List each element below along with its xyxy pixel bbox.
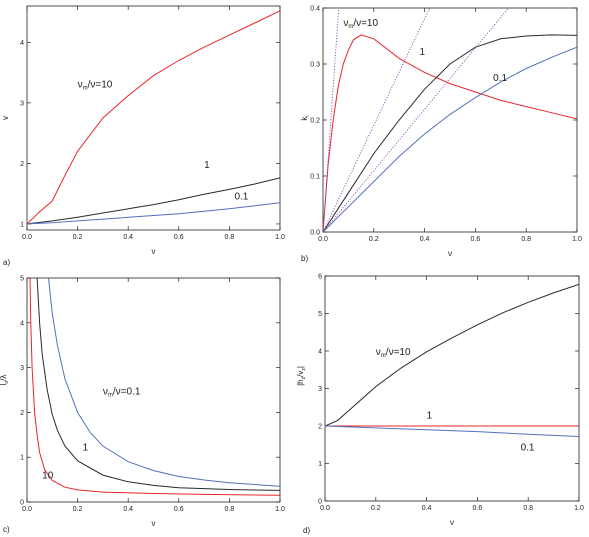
plot-frame — [26, 277, 281, 503]
y-tick-label: 3 — [20, 365, 24, 372]
panel-label: b) — [301, 254, 308, 263]
y-tick-label: 4 — [20, 40, 24, 47]
x-tick-label: 0.0 — [320, 505, 330, 512]
x-axis-label: ν — [152, 519, 156, 528]
panel-b: 0.0 0.2 0.4 0.6 0.8 1.0 0.0 0.1 0.2 0.3 0.4 ν ki b) νm… — [300, 6, 582, 264]
panel-c: 0.0 0.2 0.4 0.6 0.8 1.0 0 1 2 3 4 5 ν lo/λ c) νm/ν=0.1 1… — [0, 276, 285, 535]
y-tick-label: 3 — [318, 386, 322, 393]
x-tick-label: 1.0 — [275, 506, 285, 513]
curve-label: 10 — [42, 470, 54, 481]
y-tick-label: 4 — [20, 320, 24, 327]
curve-label: 1 — [427, 411, 433, 422]
y-axis-label: |hz/vz| — [296, 366, 307, 386]
panel-label: a) — [3, 258, 10, 267]
x-axis-label: ν — [448, 249, 452, 258]
curve-label: 0.1 — [521, 442, 535, 453]
y-tick-label: 5 — [318, 311, 322, 318]
panel-label: c) — [3, 525, 10, 534]
curve-label: 1 — [204, 160, 210, 171]
y-tick-label: 2 — [318, 424, 322, 431]
x-tick-label: 1.0 — [574, 505, 584, 512]
x-tick-label: 0.8 — [523, 505, 533, 512]
x-tick-label: 0.6 — [471, 236, 481, 243]
x-tick-label: 0.2 — [73, 506, 83, 513]
x-tick-label: 0.2 — [371, 505, 381, 512]
x-tick-label: 1.0 — [275, 234, 285, 241]
y-tick-label: 0 — [20, 500, 24, 507]
y-tick-label: 0.4 — [310, 6, 320, 13]
series-line-black — [36, 278, 280, 491]
y-tick-label: 2 — [20, 410, 24, 417]
asymptote-line-purple — [323, 8, 509, 232]
series-line-blue — [48, 278, 280, 487]
panel-d: 0.0 0.2 0.4 0.6 0.8 1.0 0 1 2 3 4 5 6 ν |hz/vz| d) νm/ν=… — [296, 274, 584, 536]
y-tick-label: 0.3 — [310, 62, 320, 69]
y-tick-label: 0.1 — [310, 174, 320, 181]
curve-label: νm/ν=10 — [376, 347, 411, 359]
series-line-black — [325, 283, 579, 427]
series-line-red — [323, 34, 577, 232]
x-tick-label: 0.0 — [22, 506, 32, 513]
x-tick-label: 0.8 — [521, 236, 531, 243]
y-tick-label: 5 — [20, 276, 24, 283]
y-tick-label: 4 — [318, 349, 322, 356]
x-axis-label: ν — [450, 518, 454, 527]
x-tick-label: 0.6 — [473, 505, 483, 512]
plot-frame — [324, 275, 580, 502]
curve-label: 1 — [83, 442, 89, 453]
curve-label: 1 — [420, 47, 426, 58]
x-tick-label: 0.2 — [369, 236, 379, 243]
panel-a: 0.0 0.2 0.4 0.6 0.8 1.0 1 2 3 4 ν v a) νm/ν=10 1 0.1 — [1, 5, 285, 267]
curve-label: 0.1 — [234, 192, 248, 203]
y-tick-label: 0.2 — [310, 118, 320, 125]
y-tick-label: 0.0 — [310, 230, 320, 237]
y-axis-label: ki — [300, 115, 311, 120]
series-line-red — [27, 10, 280, 225]
x-tick-label: 0.4 — [420, 236, 430, 243]
x-tick-label: 0.4 — [123, 234, 133, 241]
plot-frame — [26, 5, 281, 231]
x-tick-label: 0.2 — [73, 234, 83, 241]
y-tick-label: 0 — [318, 499, 322, 506]
series-line-blue — [27, 202, 280, 225]
x-axis-label: ν — [152, 247, 156, 256]
x-tick-label: 0.0 — [22, 234, 32, 241]
y-tick-label: 1 — [20, 221, 24, 228]
curve-label: νm/ν=10 — [78, 80, 113, 92]
x-tick-label: 0.4 — [422, 505, 432, 512]
x-tick-label: 0.8 — [225, 506, 235, 513]
series-line-black — [323, 34, 577, 232]
series-line-blue — [325, 425, 579, 437]
series-line-red — [29, 278, 280, 496]
y-axis-label: v — [1, 116, 10, 120]
x-tick-label: 0.4 — [123, 506, 133, 513]
x-tick-label: 1.0 — [572, 236, 582, 243]
panel-label: d) — [303, 526, 310, 535]
y-tick-label: 6 — [318, 274, 322, 281]
y-tick-label: 1 — [20, 455, 24, 462]
asymptote-line-purple — [323, 8, 431, 232]
x-tick-label: 0.8 — [225, 234, 235, 241]
y-tick-label: 3 — [20, 100, 24, 107]
curve-label: 0.1 — [493, 73, 507, 84]
curve-label: νm/ν=0.1 — [103, 386, 141, 398]
y-tick-label: 2 — [20, 161, 24, 168]
asymptote-line-purple — [323, 8, 340, 232]
plot-frame — [322, 7, 578, 233]
y-axis-label: lo/λ — [0, 375, 10, 386]
x-tick-label: 0.6 — [174, 234, 184, 241]
x-tick-label: 0.6 — [174, 506, 184, 513]
x-tick-label: 0.0 — [318, 236, 328, 243]
curve-label: νm/ν=10 — [343, 18, 378, 30]
series-line-black — [27, 177, 280, 225]
series-line-blue — [323, 46, 577, 232]
y-tick-label: 1 — [318, 461, 322, 468]
